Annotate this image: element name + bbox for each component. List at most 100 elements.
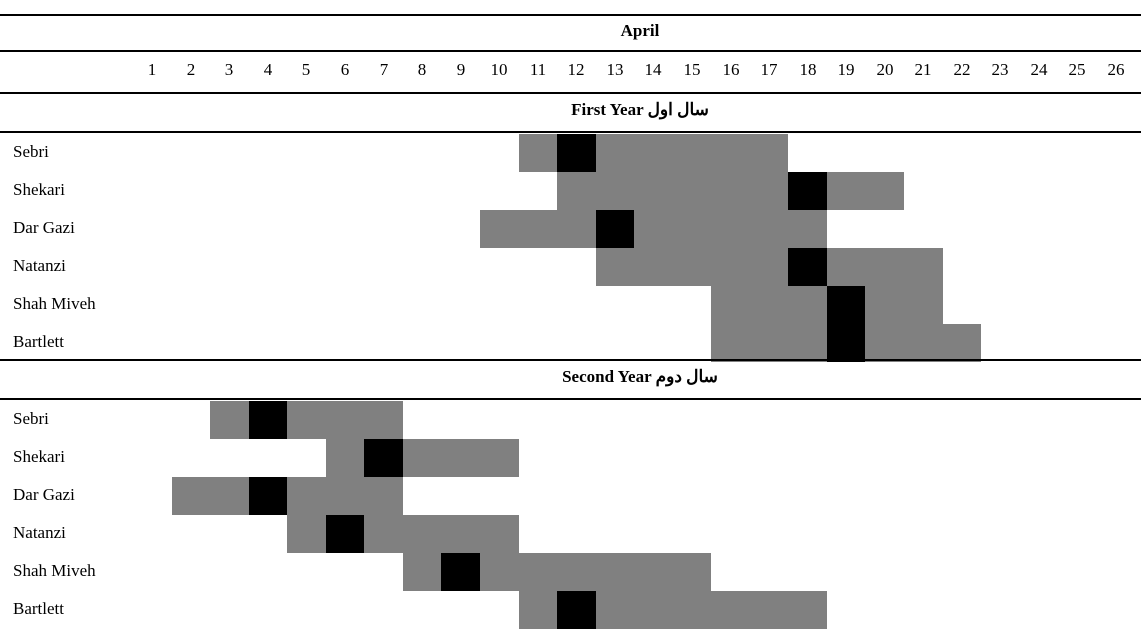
bloom-cell — [480, 439, 519, 477]
day-label: 16 — [722, 60, 740, 79]
peak-bloom-cell — [249, 477, 287, 515]
bloom-cell — [750, 210, 788, 248]
bloom-cell — [596, 553, 634, 591]
bloom-cell — [673, 172, 711, 210]
cultivar-label: Shah Miveh — [13, 294, 96, 313]
bloom-cell — [788, 591, 827, 629]
section-title-first-year: First Year سال اول — [571, 100, 709, 119]
header-rule — [0, 50, 1141, 52]
cultivar-label: Bartlett — [13, 332, 64, 351]
day-label: 9 — [456, 60, 466, 79]
bloom-cell — [788, 324, 827, 362]
bloom-cell — [596, 591, 634, 629]
bloom-cell — [480, 515, 519, 553]
cultivar-label: Dar Gazi — [13, 218, 75, 237]
bloom-cell — [596, 248, 634, 286]
peak-bloom-cell — [326, 515, 364, 553]
day-label: 22 — [953, 60, 971, 79]
peak-bloom-cell — [364, 439, 403, 477]
bloom-cell — [403, 439, 441, 477]
day-label: 14 — [644, 60, 662, 79]
day-label: 8 — [417, 60, 427, 79]
cultivar-label: Sebri — [13, 409, 49, 428]
bloom-cell — [403, 515, 441, 553]
day-label: 6 — [340, 60, 350, 79]
day-label: 26 — [1107, 60, 1125, 79]
day-label: 17 — [760, 60, 778, 79]
bloom-cell — [904, 324, 943, 362]
bloom-cell — [519, 134, 557, 172]
peak-bloom-cell — [557, 134, 596, 172]
bloom-cell — [519, 553, 557, 591]
cultivar-label: Shah Miveh — [13, 561, 96, 580]
bloom-cell — [943, 324, 981, 362]
bloom-cell — [673, 210, 711, 248]
cultivar-label: Shekari — [13, 180, 65, 199]
bloom-cell — [364, 401, 403, 439]
bloom-cell — [364, 515, 403, 553]
bloom-cell — [364, 477, 403, 515]
bloom-cell — [634, 172, 673, 210]
second-year-rule — [0, 398, 1141, 400]
section-title-second-year: Second Year سال دوم — [562, 367, 718, 386]
peak-bloom-cell — [557, 591, 596, 629]
peak-bloom-cell — [827, 286, 865, 324]
day-label: 10 — [490, 60, 508, 79]
bloom-cell — [441, 439, 480, 477]
day-label: 2 — [186, 60, 196, 79]
bloom-cell — [634, 553, 673, 591]
bloom-cell — [865, 286, 904, 324]
bloom-cell — [788, 210, 827, 248]
bloom-cell — [326, 477, 364, 515]
bloom-cell — [480, 210, 519, 248]
bloom-cell — [634, 591, 673, 629]
bloom-cell — [711, 134, 750, 172]
day-label: 23 — [991, 60, 1009, 79]
cultivar-label: Natanzi — [13, 523, 66, 542]
bloom-cell — [711, 210, 750, 248]
day-label: 1 — [147, 60, 157, 79]
bloom-cell — [750, 134, 788, 172]
day-label: 25 — [1068, 60, 1086, 79]
bloom-cell — [904, 248, 943, 286]
day-label: 3 — [224, 60, 234, 79]
day-label: 11 — [529, 60, 547, 79]
bloom-cell — [557, 172, 596, 210]
cultivar-label: Bartlett — [13, 599, 64, 618]
bloom-cell — [172, 477, 210, 515]
bloom-cell — [596, 172, 634, 210]
bloom-cell — [750, 248, 788, 286]
bloom-cell — [865, 324, 904, 362]
bloom-cell — [827, 248, 865, 286]
peak-bloom-cell — [249, 401, 287, 439]
month-header: April — [620, 21, 660, 40]
peak-bloom-cell — [596, 210, 634, 248]
section-divider-rule — [0, 359, 1141, 361]
bloom-cell — [403, 553, 441, 591]
bloom-cell — [711, 324, 750, 362]
day-label: 12 — [567, 60, 585, 79]
day-label: 4 — [263, 60, 273, 79]
first-year-rule — [0, 131, 1141, 133]
peak-bloom-cell — [827, 324, 865, 362]
bloom-cell — [673, 553, 711, 591]
cultivar-label: Natanzi — [13, 256, 66, 275]
bloom-cell — [596, 134, 634, 172]
day-label: 7 — [379, 60, 389, 79]
bloom-cell — [673, 134, 711, 172]
bloom-cell — [750, 286, 788, 324]
cultivar-label: Shekari — [13, 447, 65, 466]
bloom-cell — [519, 210, 557, 248]
bloom-cell — [480, 553, 519, 591]
bloom-cell — [634, 210, 673, 248]
day-label: 24 — [1030, 60, 1048, 79]
bloom-cell — [711, 172, 750, 210]
bloom-cell — [711, 248, 750, 286]
cultivar-label: Sebri — [13, 142, 49, 161]
bloom-cell — [287, 477, 326, 515]
bloom-cell — [711, 591, 750, 629]
bloom-cell — [904, 286, 943, 324]
bloom-cell — [441, 515, 480, 553]
day-label: 15 — [683, 60, 701, 79]
bloom-cell — [673, 248, 711, 286]
